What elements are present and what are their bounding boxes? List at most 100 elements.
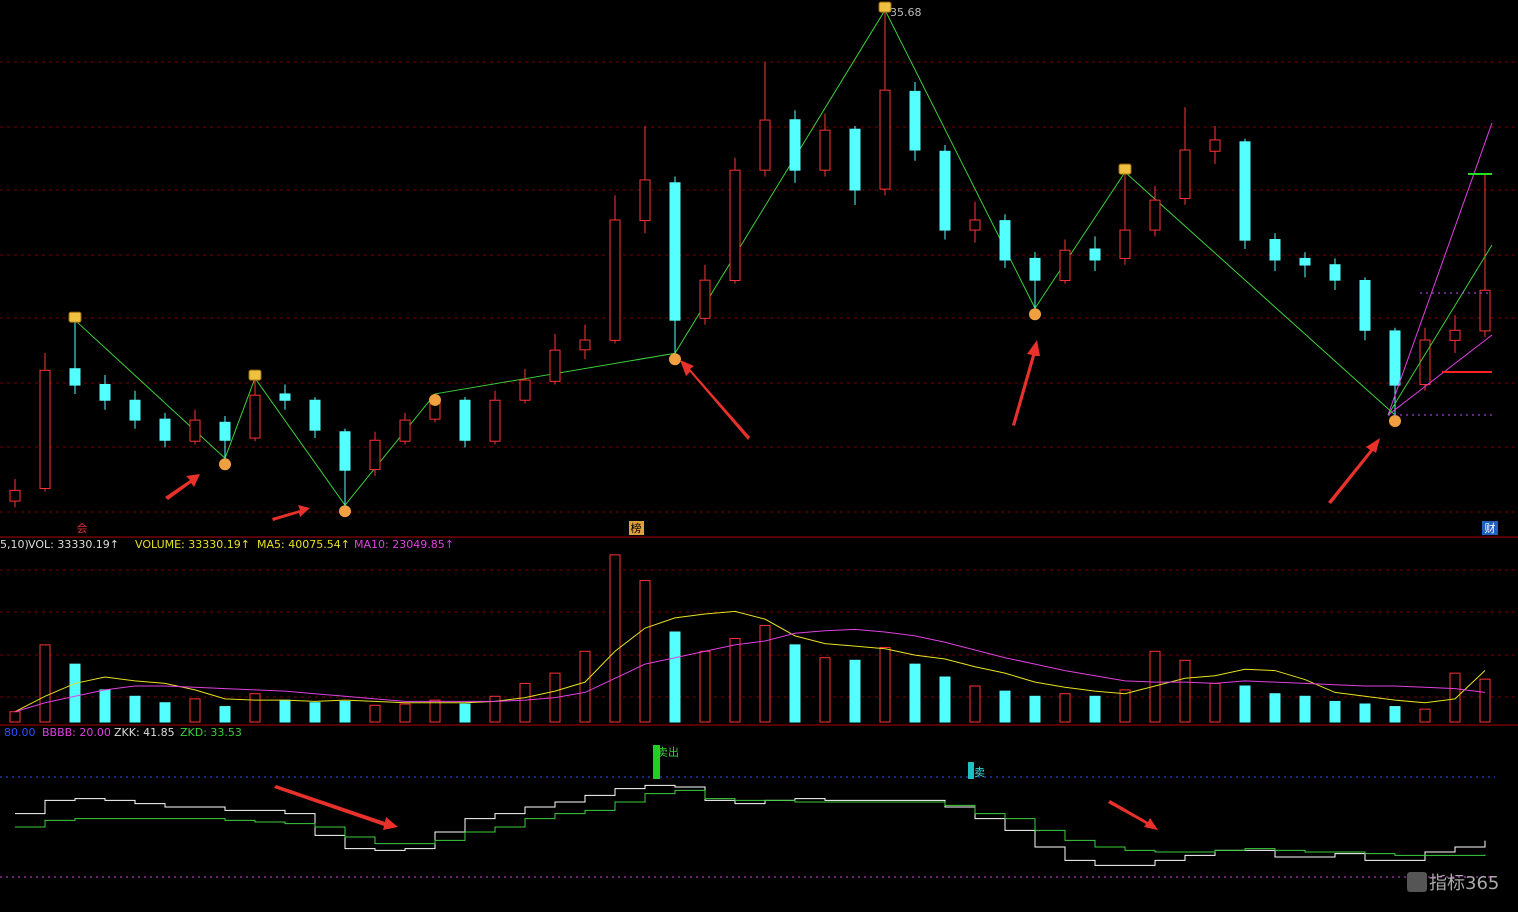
candle-body: [669, 182, 681, 321]
volume-bar: [1209, 682, 1221, 723]
candle-body: [1389, 330, 1401, 386]
event-tag: 财: [1485, 521, 1496, 535]
candle-body: [99, 383, 111, 401]
signal-label: 卖出: [657, 745, 679, 759]
candle-body: [819, 129, 831, 171]
trough-icon: [339, 505, 351, 518]
peak-icon: [1118, 163, 1132, 175]
volume-bar: [399, 703, 411, 723]
candle-body: [759, 119, 771, 171]
volume-bar: [39, 644, 51, 723]
candle-body: [399, 419, 411, 442]
annotation-arrows: [165, 340, 1380, 830]
candle-body: [339, 431, 351, 471]
volume-bar: [879, 646, 891, 723]
volume-bar: [1419, 708, 1431, 723]
event-tag-bg: [629, 521, 644, 535]
volume-bar: [1299, 695, 1311, 723]
volume-bar: [309, 702, 321, 723]
ma10-line: [14, 628, 1486, 713]
candle-body: [279, 393, 291, 401]
price-grid: [0, 61, 1518, 698]
signal-label: 卖: [974, 766, 985, 779]
candle-body: [549, 349, 561, 382]
candle-body: [219, 421, 231, 441]
candle-body: [1239, 141, 1251, 241]
volume-bar: [1239, 685, 1251, 723]
volume-bar: [1029, 695, 1041, 723]
trough-icon: [669, 353, 681, 366]
ind-label: ZKK: 41.85: [114, 726, 175, 739]
candle-body: [1359, 279, 1371, 331]
volume-bar: [99, 689, 111, 723]
candle-body: [1179, 149, 1191, 200]
candle-body: [909, 90, 921, 151]
candle-body: [1149, 199, 1161, 231]
candle-body: [849, 128, 861, 191]
candle-body: [1419, 339, 1431, 385]
volume-bar: [69, 663, 81, 723]
zkd-line: [15, 789, 1486, 856]
candle-body: [249, 394, 261, 439]
candle-body: [1029, 257, 1041, 281]
volume-bar: [1089, 695, 1101, 723]
volume-bar: [969, 685, 981, 723]
watermark: 指标365: [1429, 873, 1499, 894]
candle-body: [729, 169, 741, 281]
candle-body: [69, 368, 81, 386]
volume-bar: [159, 702, 171, 723]
volume-bar: [519, 682, 531, 723]
candle-body: [939, 150, 951, 231]
volume-bar: [1119, 689, 1131, 723]
candle-body: [1449, 329, 1461, 341]
volume-bar: [9, 711, 21, 723]
candle-body: [1479, 289, 1491, 332]
candle-body: [999, 220, 1011, 261]
watermark-logo: [1407, 872, 1427, 892]
candle-body: [609, 219, 621, 341]
volume-bar: [909, 663, 921, 723]
candle-body: [1059, 249, 1071, 281]
volume-bar: [609, 554, 621, 723]
candle-body: [789, 119, 801, 171]
volume-bar: [1389, 706, 1401, 723]
volume-bar: [369, 704, 381, 723]
volume-bar: [939, 676, 951, 723]
peak-label: 35.68: [890, 6, 922, 19]
candle-body: [309, 399, 321, 431]
volume-bar: [849, 659, 861, 723]
candle-body: [639, 179, 651, 222]
volume-bar: [639, 580, 651, 723]
volume-bar: [279, 699, 291, 723]
candle-body: [969, 219, 981, 231]
vol-label: VOLUME: 33330.19↑: [135, 538, 250, 551]
volume-bar: [1359, 703, 1371, 723]
trough-icon: [429, 393, 441, 406]
candle-body: [129, 399, 141, 421]
volume-bar: [789, 644, 801, 723]
volume-bar: [459, 703, 471, 723]
volume-bar: [1149, 650, 1161, 723]
candle-body: [1119, 229, 1131, 259]
event-tag: 会: [77, 522, 88, 535]
vol-label: MA10: 23049.85↑: [354, 538, 454, 551]
candle-body: [39, 369, 51, 489]
signal-bar: [968, 762, 974, 779]
volume-bar: [1179, 659, 1191, 723]
volume-bar: [1329, 700, 1341, 723]
volume-bar: [429, 699, 441, 723]
trough-icon: [1389, 415, 1401, 428]
volume-bar: [699, 650, 711, 723]
candle-body: [699, 279, 711, 319]
volume-bar: [1059, 693, 1071, 723]
candle-body: [1089, 248, 1101, 261]
volume-bar: [579, 650, 591, 723]
volume-bar: [999, 690, 1011, 723]
volume-bar: [669, 631, 681, 723]
candle-body: [369, 439, 381, 471]
volume-bar: [129, 695, 141, 723]
candle-body: [9, 489, 21, 502]
volume-bar: [1449, 672, 1461, 723]
candle-body: [519, 379, 531, 401]
